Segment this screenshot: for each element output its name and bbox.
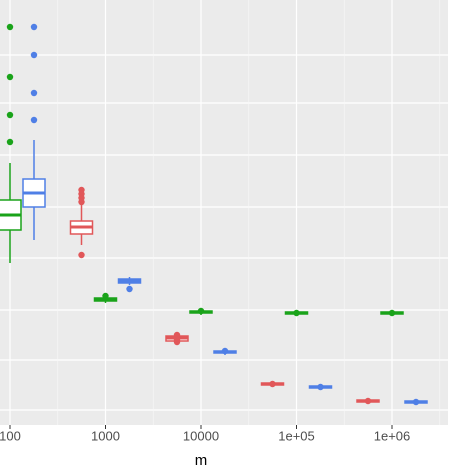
outlier — [78, 251, 85, 259]
outlier — [30, 23, 38, 31]
x-tick-label: 1e+05 — [278, 428, 315, 443]
outlier — [293, 309, 300, 317]
outlier — [30, 116, 38, 124]
outlier — [6, 138, 14, 146]
outlier — [388, 309, 396, 317]
outlier — [173, 338, 181, 346]
plot-panel — [0, 0, 448, 425]
outlier — [6, 73, 14, 81]
outlier — [221, 347, 229, 355]
outlier — [197, 307, 205, 315]
outlier — [317, 383, 324, 391]
x-tick-label: 10000 — [183, 428, 219, 443]
outlier — [173, 331, 181, 339]
outlier — [269, 380, 276, 388]
outlier — [6, 23, 14, 31]
x-tick-label: 100 — [0, 428, 21, 443]
outlier — [126, 285, 133, 293]
outlier — [102, 292, 109, 300]
outlier — [30, 89, 38, 97]
outlier — [6, 111, 14, 119]
x-tick-label: 1e+06 — [374, 428, 411, 443]
x-tick-label: 1000 — [91, 428, 120, 443]
x-axis-title: m — [195, 452, 208, 469]
outlier — [412, 398, 420, 406]
outlier — [78, 198, 85, 206]
outlier — [364, 397, 372, 405]
outlier — [30, 51, 38, 59]
